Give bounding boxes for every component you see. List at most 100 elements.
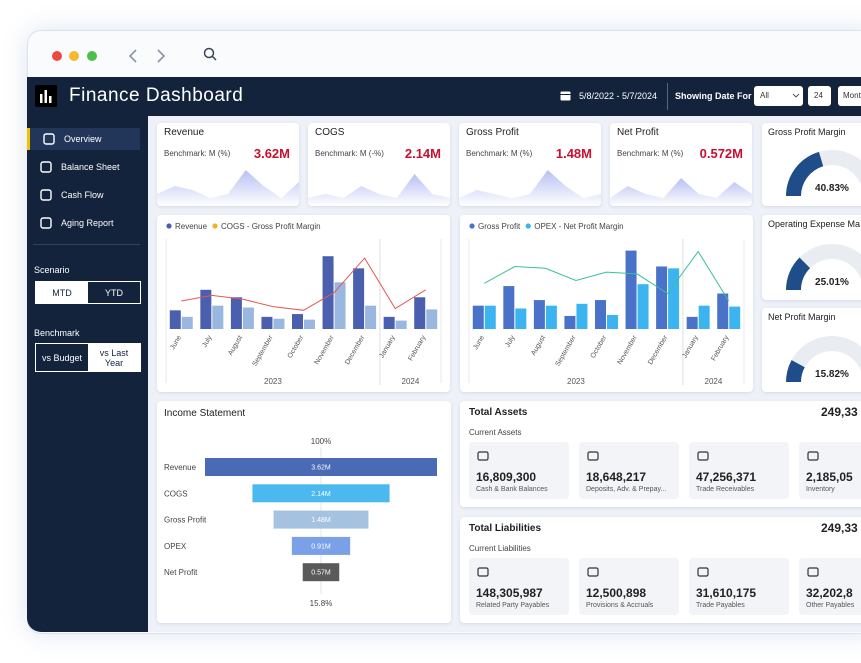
sparkline-area [610,178,752,206]
bar [729,306,741,329]
legend-label: Gross Profit [478,222,521,231]
kpi-card: Net Profit Benchmark: M (%) 0.572M [610,123,752,206]
chart-svg [697,451,709,461]
item-icon [697,451,709,461]
item-icon [807,567,819,577]
nav-icon [40,189,52,201]
year-label: 2023 [567,377,585,386]
nav-icon [40,161,52,173]
gauge-value: 15.82% [815,369,849,380]
bar [365,305,377,329]
sparkline-area [308,174,450,206]
toggle-option[interactable]: YTD [88,282,140,303]
balance-item: 47,256,371 Trade Receivables [689,442,789,499]
funnel-value-label: 2.14M [311,491,331,498]
day-box[interactable]: 24 [808,86,831,106]
bar [334,282,346,329]
scenario-toggle: MTD YTD [35,281,141,304]
bar [212,305,224,329]
toggle-label: vs Budget [41,352,83,363]
sparkline-area [157,170,299,206]
item-icon [697,567,709,577]
kpi-value: 3.62M [253,146,290,161]
showing-label: Showing Date For : [675,91,757,101]
kpi-value: 0.572M [699,146,743,161]
item-label: Related Party Payables [476,602,550,609]
toggle-label: YTD [105,287,123,298]
bar [414,297,426,329]
line [484,250,730,302]
x-tick-label: June [169,334,183,351]
kpi-title: Revenue [164,127,205,138]
toggle-label: MTD [52,287,72,298]
kpi-value: 1.48M [555,146,592,161]
date-range[interactable]: 5/8/2022 - 5/7/2024 [579,91,658,101]
nav-item[interactable]: Balance Sheet [27,156,140,178]
close-dot[interactable] [52,51,62,61]
month-box[interactable]: Mont [838,86,861,106]
nav-item[interactable]: Aging Report [27,212,140,234]
kpi-title: Gross Profit [466,127,519,138]
bar [242,307,254,329]
toggle-option[interactable]: vs Budget [36,344,88,371]
x-tick-label: December [647,334,670,366]
bar [304,319,315,329]
item-icon [587,451,599,461]
toggle-option[interactable]: MTD [36,282,88,303]
item-label: Provisions & Accruals [586,602,654,609]
bar [686,316,698,329]
chart-svg: Operating Expense Ma 25.01% [768,219,861,290]
dashboard-title: Finance Dashboard [69,85,244,106]
chart-svg [610,178,752,206]
gauge-track [786,336,861,382]
nav-label: Balance Sheet [61,162,120,172]
x-tick-label: February [407,334,427,362]
bar [656,266,668,329]
chart-svg [40,161,52,173]
bar [261,316,273,329]
chart-svg [477,451,489,461]
toggle-option[interactable]: vs Last Year [88,344,140,371]
x-tick-label: October [590,334,609,360]
gauge-title: Net Profit Margin [768,312,836,322]
bar [383,316,395,329]
gauge-value: 40.83% [815,183,849,194]
chart-svg [43,133,55,145]
kpi-card: Gross Profit Benchmark: M (%) 1.48M [459,123,601,206]
funnel-category: Revenue [164,463,197,472]
nav-item[interactable]: Cash Flow [27,184,140,206]
bar [717,293,729,329]
legend-label: COGS - Gross Profit Margin [221,222,321,231]
x-tick-label: August [227,334,244,356]
nav-item[interactable]: Overview [27,128,140,150]
gauge-track [786,244,861,290]
bar [625,250,637,329]
header: Finance Dashboard 5/8/2022 - 5/7/2024 Sh… [27,77,861,116]
forward-arrow[interactable] [157,49,166,63]
legend-dot [469,223,475,229]
maximize-dot[interactable] [87,51,97,61]
balance-item: 31,610,175 Trade Payables [689,558,789,615]
funnel-bar [273,510,369,529]
year-label: 2023 [264,377,282,386]
nav-label: Cash Flow [61,190,104,200]
item-icon [587,567,599,577]
x-tick-label: September [554,334,578,368]
x-tick-label: November [617,334,640,366]
minimize-dot[interactable] [69,51,79,61]
period-select[interactable]: All [754,86,803,106]
chart-svg [477,567,489,577]
back-arrow[interactable] [128,49,137,63]
bar [533,300,545,329]
nav-icon [40,217,52,229]
logo [35,85,57,107]
balance-item: 16,809,300 Cash & Bank Balances [469,442,569,499]
bar [472,305,484,329]
search-icon[interactable] [203,47,215,59]
toggle-label: vs Last Year [99,347,129,368]
kpi-benchmark: Benchmark: M (%) [164,149,231,158]
balance-item: 32,202,8 Other Payables [799,558,861,615]
sparkline-area [459,170,601,206]
line [181,257,426,311]
kpi-benchmark: Benchmark: M (-%) [315,149,384,158]
